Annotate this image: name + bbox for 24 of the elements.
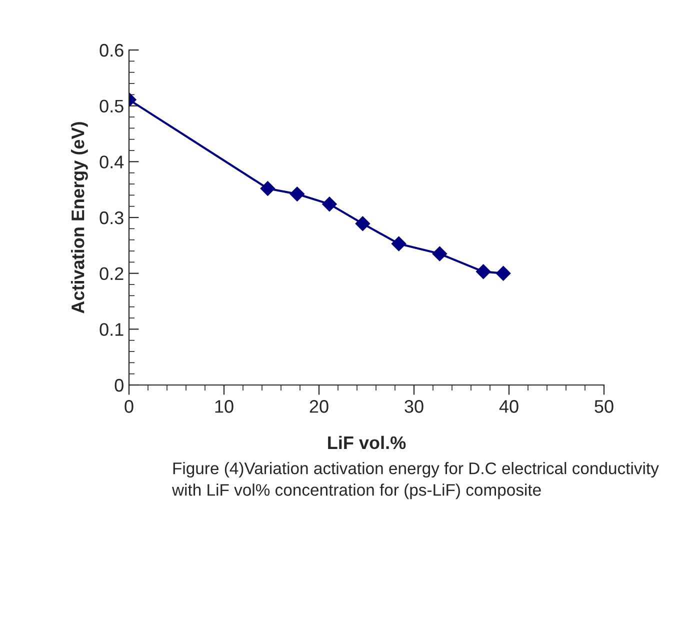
y-tick-label: 0.2 [100, 267, 124, 280]
point [432, 246, 448, 262]
text: Figure (4)Variation activation energy for D.C electrical conductivity with LiF vol% concentration for (ps-LiF) composite [172, 462, 659, 500]
y-tick-label: 0.4 [100, 156, 124, 168]
y-tick-label: 0 [114, 378, 124, 392]
point [355, 216, 370, 232]
point [391, 236, 406, 252]
y-tick-label: 0.5 [100, 100, 124, 113]
point [476, 264, 491, 280]
x-tick-label: 40 [499, 400, 518, 413]
y-tick-label: 0.6 [100, 44, 124, 57]
x-axis-title: LiF vol.% [328, 436, 406, 450]
point [496, 266, 511, 281]
x-tick-label: 10 [215, 400, 234, 413]
x-tick-label: 30 [404, 400, 424, 413]
point [290, 186, 305, 202]
x-tick-label: 50 [594, 400, 614, 413]
y-tick-label: 0.1 [100, 323, 124, 336]
point [322, 196, 337, 212]
x-tick-label: 20 [310, 400, 328, 413]
point [260, 181, 276, 196]
y-tick-label: 0.3 [100, 211, 124, 224]
y-axis-title: Activation Energy (eV) [71, 122, 88, 314]
x-tick-label: 0 [124, 400, 134, 413]
